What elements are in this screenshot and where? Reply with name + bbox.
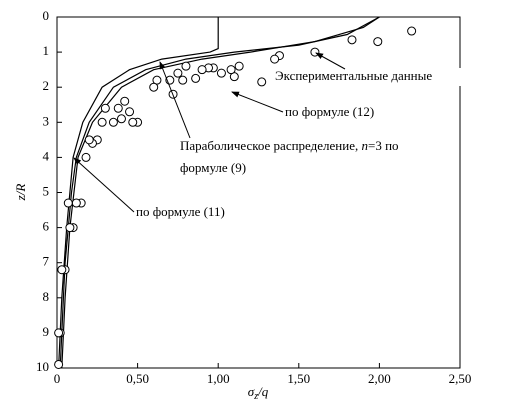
data-point <box>100 103 110 113</box>
annotation-bg <box>177 138 422 180</box>
annotation: формуле (9) <box>180 160 246 175</box>
y-tick-label: 2 <box>43 78 50 93</box>
curve <box>58 17 219 369</box>
data-point <box>54 328 64 338</box>
annotation: Параболическое распределение, n=3 по <box>180 138 399 153</box>
data-point <box>84 135 94 145</box>
x-label-rest: /q <box>257 384 269 399</box>
data-point <box>347 35 357 45</box>
annotation-bg <box>270 68 510 86</box>
y-tick-label: 1 <box>43 43 50 58</box>
annotation-arrow <box>231 91 284 113</box>
x-tick-label: 2,50 <box>449 371 472 386</box>
data-point <box>108 117 118 127</box>
data-point <box>65 223 75 233</box>
y-tick-label: 3 <box>43 113 50 128</box>
x-tick-label: 0 <box>54 371 61 386</box>
y-tick-label: 0 <box>43 8 50 23</box>
data-point <box>178 75 188 85</box>
data-point <box>54 359 64 369</box>
data-point <box>191 73 201 83</box>
data-point <box>173 68 183 78</box>
data-point <box>226 65 236 75</box>
annotation-bg <box>282 104 392 122</box>
y-tick-label: 8 <box>43 289 50 304</box>
annotation: по формуле (12) <box>285 104 374 119</box>
y-tick-label: 7 <box>43 254 50 269</box>
annotation: по формуле (11) <box>136 204 225 219</box>
annotation-arrow <box>315 52 346 70</box>
data-point <box>57 265 67 275</box>
annotation: Экспериментальные данные <box>275 68 432 83</box>
data-point <box>71 198 81 208</box>
y-axis-label: z/R <box>13 184 28 202</box>
data-point <box>63 198 73 208</box>
data-point <box>125 107 135 117</box>
data-point <box>234 61 244 71</box>
y-tick-label: 10 <box>36 359 49 374</box>
data-point <box>407 26 417 36</box>
x-label-subscript: z <box>253 391 258 402</box>
x-tick-label: 0,50 <box>126 371 149 386</box>
data-point <box>216 68 226 78</box>
data-point <box>270 54 280 64</box>
data-point <box>116 114 126 124</box>
annotation-part: n <box>361 138 368 153</box>
annotation-part: =3 по <box>368 138 399 153</box>
data-point <box>120 96 130 106</box>
y-tick-label: 4 <box>43 148 50 163</box>
annotation-bg <box>133 204 239 222</box>
x-label-symbol: σ <box>248 384 255 399</box>
x-axis-label: σz/q <box>248 384 269 402</box>
data-point <box>97 117 107 127</box>
annotation-arrow <box>159 61 191 139</box>
data-point <box>81 152 91 162</box>
annotation-part: Параболическое распределение, <box>180 138 361 153</box>
data-point <box>257 77 267 87</box>
y-tick-label: 9 <box>43 324 50 339</box>
data-point <box>128 117 138 127</box>
data-point <box>113 103 123 113</box>
data-point <box>373 37 383 47</box>
curve <box>61 16 380 369</box>
x-tick-label: 1,50 <box>287 371 310 386</box>
data-point <box>310 47 320 57</box>
data-point <box>197 65 207 75</box>
y-tick-label: 5 <box>43 183 50 198</box>
y-tick-label: 6 <box>43 219 50 234</box>
data-point <box>149 82 159 92</box>
annotation-arrow <box>73 157 135 213</box>
x-tick-label: 2,00 <box>368 371 391 386</box>
data-point <box>181 61 191 71</box>
x-tick-label: 1,00 <box>207 371 230 386</box>
